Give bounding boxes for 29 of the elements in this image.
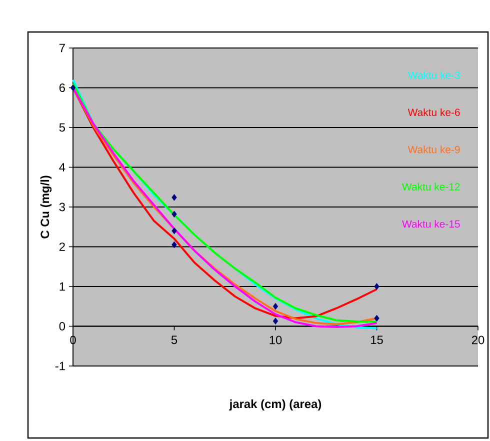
y-tick-label: 1 bbox=[60, 282, 65, 291]
text: Waktu ke-9 bbox=[408, 146, 460, 154]
point bbox=[172, 210, 177, 218]
point bbox=[374, 314, 380, 322]
x-tick-label: 20 bbox=[472, 336, 484, 344]
y-tick-label: 7 bbox=[59, 44, 65, 52]
y-tick-label: -1 bbox=[55, 362, 65, 370]
point bbox=[374, 283, 380, 290]
text: Waktu ke-6 bbox=[408, 108, 460, 116]
x-axis-title: jarak (cm) (area) bbox=[229, 399, 322, 411]
point bbox=[272, 318, 278, 324]
point bbox=[172, 194, 177, 201]
text: Waktu ke-12 bbox=[402, 182, 460, 190]
y-tick-label: 3 bbox=[59, 202, 65, 212]
x-tick-label: 10 bbox=[270, 336, 282, 344]
point bbox=[172, 227, 177, 234]
x-tick-label: 15 bbox=[371, 336, 383, 344]
y-tick-label: 2 bbox=[59, 242, 65, 251]
point bbox=[272, 302, 278, 310]
y-axis-title: C Cu (mg/l) bbox=[40, 176, 52, 238]
y-tick-label: 4 bbox=[59, 163, 66, 172]
y-tick-label: 5 bbox=[59, 123, 65, 132]
text: Waktu ke-3 bbox=[408, 71, 460, 79]
y-tick-label: 6 bbox=[59, 84, 65, 92]
point bbox=[172, 241, 177, 248]
y-tick-label: 0 bbox=[59, 322, 66, 330]
x-tick-label: 5 bbox=[171, 336, 178, 344]
point bbox=[70, 84, 76, 92]
text: Waktu ke-15 bbox=[402, 220, 460, 228]
